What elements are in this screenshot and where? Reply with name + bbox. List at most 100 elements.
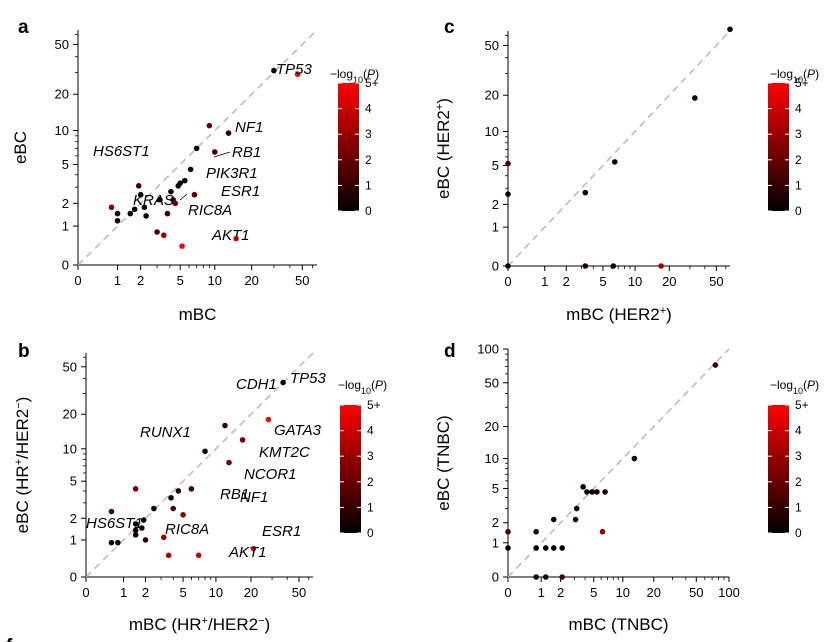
gene-label: NF1 — [235, 119, 263, 136]
leader-line — [179, 193, 188, 201]
y-tick-label: 20 — [485, 88, 499, 103]
data-point — [168, 494, 174, 501]
gene-label: TP53 — [276, 61, 313, 78]
data-point — [233, 235, 239, 242]
x-axis-label: mBC — [179, 305, 217, 324]
x-tick-label: 0 — [504, 585, 511, 600]
data-point — [265, 416, 272, 423]
colorbar-gradient — [768, 405, 789, 533]
data-point — [533, 528, 539, 535]
x-tick-label: 100 — [718, 585, 740, 600]
x-tick-label: 0 — [74, 273, 81, 288]
y-tick-label: 10 — [55, 123, 69, 138]
colorbar-tick-label: 1 — [365, 178, 372, 192]
data-point — [580, 484, 586, 490]
gene-label: TP53 — [290, 370, 327, 387]
x-tick-label: 0 — [82, 585, 89, 600]
data-point — [181, 177, 188, 184]
data-point — [154, 229, 160, 235]
colorbar-tick-label: 0 — [367, 526, 374, 540]
y-tick-label: 20 — [55, 87, 69, 102]
leader-line — [213, 151, 231, 158]
data-point — [533, 574, 539, 580]
data-point — [135, 183, 142, 189]
data-point — [175, 488, 182, 494]
colorbar-tick-label: 3 — [365, 127, 372, 141]
x-tick-label: 50 — [709, 274, 723, 289]
data-point — [160, 534, 167, 541]
data-point — [280, 379, 286, 386]
colorbar-tick-label: 2 — [367, 475, 374, 489]
y-axis-label: eBC (HER2+) — [434, 98, 453, 199]
gene-label: AKT1 — [228, 544, 267, 561]
colorbar-tick-label: 1 — [795, 178, 802, 192]
x-axis-label: mBC (HER2+) — [566, 305, 672, 324]
panel-label-footer: f — [6, 636, 13, 642]
colorbar-tick-label: 1 — [367, 500, 374, 514]
y-tick-label: 2 — [492, 515, 499, 530]
x-tick-label: 10 — [616, 585, 630, 600]
colorbar-tick-label: 5+ — [795, 398, 809, 412]
y-axis-label: eBC (HR+/HER2−) — [13, 397, 32, 534]
x-tick-label: 5 — [177, 273, 184, 288]
data-point — [505, 528, 511, 535]
x-tick-label: 50 — [292, 585, 306, 600]
diagonal-reference-line — [507, 348, 730, 578]
x-tick-label: 50 — [689, 585, 703, 600]
y-tick-label: 1 — [62, 219, 69, 234]
data-point — [157, 196, 163, 203]
data-point — [202, 448, 208, 455]
data-point — [584, 489, 590, 495]
colorbar-tick-label: 2 — [795, 475, 802, 489]
y-tick-label: 1 — [492, 220, 499, 235]
colorbar-tick-label: 3 — [367, 449, 374, 463]
gene-label: RB1 — [220, 486, 249, 503]
data-point — [239, 437, 246, 443]
data-point — [187, 166, 194, 173]
data-point — [611, 159, 618, 165]
data-point — [250, 545, 257, 552]
y-tick-label: 20 — [63, 407, 77, 422]
diagonal-reference-line — [77, 29, 318, 266]
data-point — [222, 422, 228, 429]
data-point — [151, 505, 157, 512]
y-tick-label: 10 — [485, 124, 499, 139]
gene-label: ESR1 — [262, 523, 301, 540]
data-point — [582, 263, 589, 269]
colorbar-tick-label: 1 — [795, 500, 802, 514]
x-tick-label: 5 — [590, 585, 597, 600]
data-point — [631, 455, 638, 462]
y-tick-label: 100 — [477, 342, 499, 357]
data-point — [712, 362, 719, 368]
data-point — [658, 263, 664, 269]
y-tick-label: 50 — [485, 375, 499, 390]
colorbar-tick-label: 2 — [365, 153, 372, 167]
x-tick-label: 10 — [628, 274, 642, 289]
x-tick-label: 20 — [244, 273, 258, 288]
data-point — [164, 210, 171, 217]
colorbar-gradient — [340, 405, 361, 533]
data-point — [294, 71, 301, 78]
y-tick-label: 5 — [70, 474, 77, 489]
data-point — [727, 26, 733, 33]
colorbar-tick-label: 0 — [795, 204, 802, 218]
data-point — [168, 188, 174, 195]
gene-label: RB1 — [232, 144, 261, 161]
data-point — [533, 545, 539, 551]
x-tick-label: 5 — [599, 274, 606, 289]
data-point — [132, 527, 139, 533]
data-point — [206, 122, 213, 129]
data-point — [559, 545, 565, 551]
x-tick-label: 20 — [244, 585, 258, 600]
y-tick-label: 2 — [62, 196, 69, 211]
gene-label: AKT1 — [211, 227, 250, 244]
gene-label: NCOR1 — [244, 466, 297, 483]
colorbar-gradient — [338, 83, 359, 211]
y-tick-label: 10 — [485, 451, 499, 466]
colorbar-gradient — [768, 83, 789, 211]
data-point — [180, 512, 186, 518]
gene-label: NF1 — [240, 489, 268, 506]
data-point — [505, 160, 511, 167]
